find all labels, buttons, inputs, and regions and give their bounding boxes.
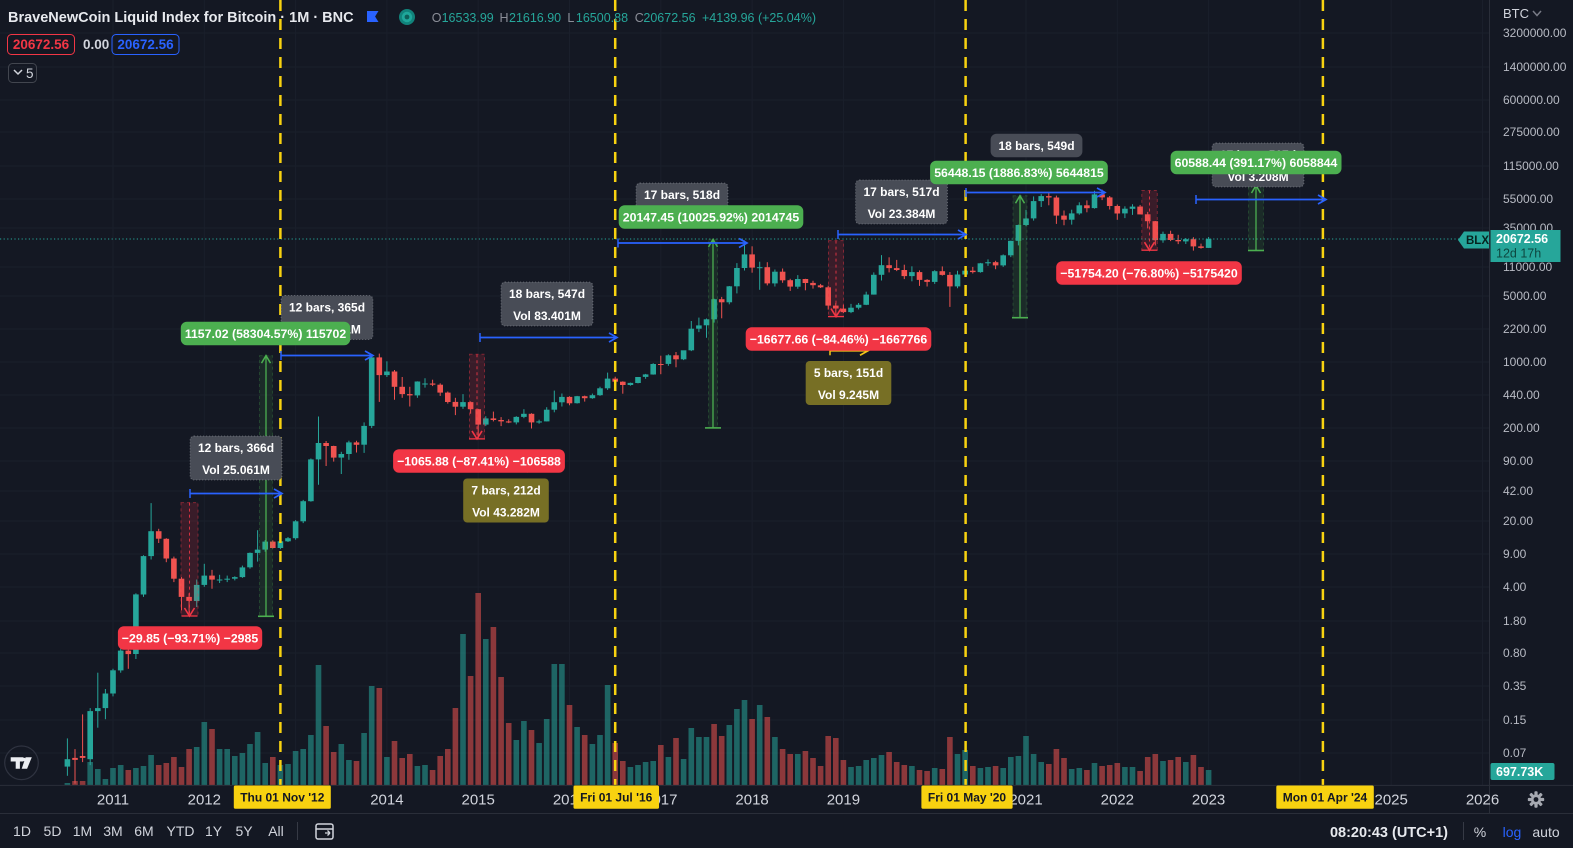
svg-text:5Y: 5Y	[235, 823, 253, 839]
svg-text:−1065.88 (−87.41%) −106588: −1065.88 (−87.41%) −106588	[397, 454, 561, 468]
svg-text:6M: 6M	[134, 823, 153, 839]
svg-text:All: All	[268, 823, 284, 839]
svg-text:90.00: 90.00	[1503, 454, 1533, 468]
svg-text:42.00: 42.00	[1503, 484, 1533, 498]
svg-text:18 bars, 547d: 18 bars, 547d	[509, 287, 585, 301]
svg-text:20672.56: 20672.56	[1496, 232, 1548, 246]
svg-text:18 bars, 549d: 18 bars, 549d	[998, 139, 1074, 153]
svg-text:BLX: BLX	[1466, 235, 1489, 247]
svg-text:20672.56: 20672.56	[117, 37, 174, 52]
svg-text:Thu 01 Nov '12: Thu 01 Nov '12	[240, 791, 325, 805]
svg-text:0.15: 0.15	[1503, 713, 1527, 727]
svg-text:5000.00: 5000.00	[1503, 289, 1547, 303]
svg-text:log: log	[1503, 824, 1522, 840]
svg-text:2011: 2011	[97, 792, 129, 809]
svg-text:2022: 2022	[1101, 792, 1134, 809]
svg-text:2014: 2014	[370, 792, 403, 809]
svg-text:56448.15 (1886.83%) 5644815: 56448.15 (1886.83%) 5644815	[934, 166, 1104, 180]
svg-text:Fri 01 Jul '16: Fri 01 Jul '16	[580, 791, 653, 805]
svg-text:2015: 2015	[462, 792, 495, 809]
svg-text:C: C	[635, 11, 644, 25]
svg-text:BTC: BTC	[1503, 6, 1529, 21]
svg-text:12 bars, 366d: 12 bars, 366d	[198, 441, 274, 455]
svg-text:17 bars, 518d: 17 bars, 518d	[644, 188, 720, 202]
svg-text:2012: 2012	[188, 792, 221, 809]
svg-text:9.00: 9.00	[1503, 547, 1527, 561]
svg-text:55000.00: 55000.00	[1503, 192, 1553, 206]
svg-text:Vol 83.401M: Vol 83.401M	[513, 309, 581, 323]
svg-text:5D: 5D	[44, 823, 62, 839]
svg-text:1M: 1M	[73, 823, 92, 839]
svg-text:4.00: 4.00	[1503, 580, 1527, 594]
svg-text:Vol 43.282M: Vol 43.282M	[472, 505, 540, 519]
svg-text:20.00: 20.00	[1503, 514, 1533, 528]
svg-text:20672.56: 20672.56	[643, 11, 695, 25]
svg-text:5 bars, 151d: 5 bars, 151d	[814, 366, 883, 380]
svg-text:Mon 01 Apr '24: Mon 01 Apr '24	[1283, 791, 1368, 805]
svg-text:Vol 9.245M: Vol 9.245M	[818, 388, 879, 402]
svg-text:Fri 01 May '20: Fri 01 May '20	[928, 791, 1007, 805]
svg-text:auto: auto	[1532, 824, 1559, 840]
svg-text:5: 5	[26, 66, 34, 81]
svg-text:+4139.96 (+25.04%): +4139.96 (+25.04%)	[702, 11, 816, 25]
svg-text:60588.44 (391.17%) 6058844: 60588.44 (391.17%) 6058844	[1175, 156, 1338, 170]
svg-text:3200000.00: 3200000.00	[1503, 26, 1567, 40]
svg-text:16533.99: 16533.99	[442, 11, 494, 25]
svg-text:1400000.00: 1400000.00	[1503, 60, 1567, 74]
svg-text:2023: 2023	[1192, 792, 1225, 809]
svg-text:115000.00: 115000.00	[1503, 159, 1559, 173]
svg-text:Vol 25.061M: Vol 25.061M	[202, 463, 270, 477]
svg-text:12 bars, 365d: 12 bars, 365d	[289, 300, 365, 314]
svg-text:2025: 2025	[1375, 792, 1408, 809]
svg-text:20672.56: 20672.56	[13, 37, 70, 52]
svg-text:−29.85 (−93.71%) −2985: −29.85 (−93.71%) −2985	[122, 631, 259, 645]
svg-text:Vol 23.384M: Vol 23.384M	[868, 207, 936, 221]
svg-text:%: %	[1474, 824, 1486, 840]
svg-text:−51754.20 (−76.80%) −5175420: −51754.20 (−76.80%) −5175420	[1060, 266, 1238, 280]
svg-text:L: L	[567, 11, 574, 25]
svg-text:YTD: YTD	[167, 823, 195, 839]
svg-text:0.07: 0.07	[1503, 746, 1527, 760]
svg-text:12d 17h: 12d 17h	[1496, 247, 1541, 261]
svg-text:3M: 3M	[103, 823, 122, 839]
svg-text:200.00: 200.00	[1503, 421, 1540, 435]
svg-text:0.00: 0.00	[83, 37, 109, 52]
svg-text:21616.90: 21616.90	[509, 11, 561, 25]
svg-text:1000.00: 1000.00	[1503, 355, 1547, 369]
svg-text:2026: 2026	[1466, 792, 1499, 809]
svg-text:H: H	[500, 11, 509, 25]
svg-text:600000.00: 600000.00	[1503, 93, 1560, 107]
svg-text:20147.45 (10025.92%) 2014745: 20147.45 (10025.92%) 2014745	[623, 210, 800, 224]
svg-text:0.35: 0.35	[1503, 679, 1527, 693]
svg-text:275000.00: 275000.00	[1503, 125, 1560, 139]
svg-text:1.80: 1.80	[1503, 614, 1527, 628]
svg-text:2018: 2018	[735, 792, 768, 809]
svg-text:17 bars, 517d: 17 bars, 517d	[863, 185, 939, 199]
svg-text:−16677.66 (−84.46%) −1667766: −16677.66 (−84.46%) −1667766	[750, 332, 928, 346]
svg-text:11000.00: 11000.00	[1503, 260, 1552, 274]
svg-text:BraveNewCoin Liquid Index for: BraveNewCoin Liquid Index for Bitcoin · …	[8, 10, 354, 26]
svg-text:08:20:43 (UTC+1): 08:20:43 (UTC+1)	[1330, 825, 1448, 841]
svg-text:1Y: 1Y	[205, 823, 223, 839]
svg-text:1D: 1D	[13, 823, 31, 839]
svg-text:16500.88: 16500.88	[576, 11, 628, 25]
svg-text:697.73K: 697.73K	[1496, 765, 1543, 779]
svg-text:7 bars, 212d: 7 bars, 212d	[471, 483, 540, 497]
svg-text:2200.00: 2200.00	[1503, 322, 1547, 336]
svg-text:2021: 2021	[1009, 792, 1042, 809]
svg-text:2019: 2019	[827, 792, 860, 809]
svg-text:O: O	[432, 11, 442, 25]
svg-text:440.00: 440.00	[1503, 388, 1540, 402]
svg-text:0.80: 0.80	[1503, 646, 1527, 660]
svg-text:1157.02 (58304.57%) 115702: 1157.02 (58304.57%) 115702	[185, 327, 347, 341]
